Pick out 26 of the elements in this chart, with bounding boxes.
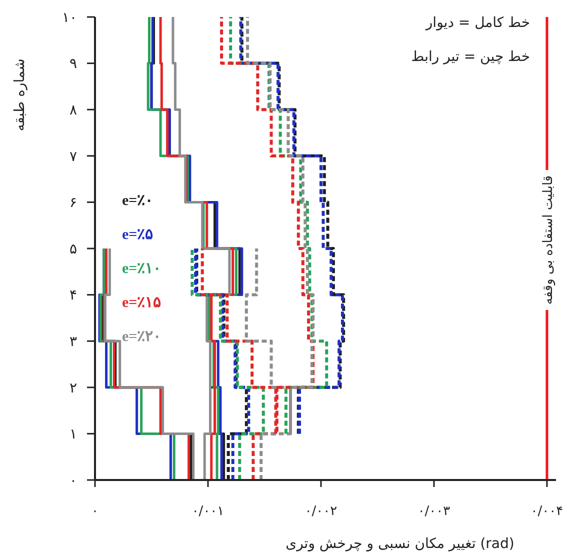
text: e=٪۵ (122, 227, 154, 243)
y-tick-label: ۵ (69, 241, 77, 258)
x-tick-label: ۰/۰۰۳ (418, 504, 450, 519)
y-tick-label: ۶ (69, 195, 77, 212)
y-tick-label: ۱ (69, 426, 77, 443)
y-axis-title: شماره طبقه (12, 58, 28, 132)
annotation: خط کامل = دیوار (424, 15, 530, 31)
x-tick-label: ۰/۰۰۲ (304, 504, 338, 519)
x-axis-title: تغییر مکان نسبی و چرخش وتری (rad) (286, 536, 514, 552)
text: e=٪۲۰ (122, 329, 162, 345)
text: e=٪۱۵ (122, 295, 162, 311)
x-tick-label: ۰/۰۰۴ (530, 504, 564, 519)
y-tick-label: ۱۰ (62, 10, 77, 26)
text: e=٪۱۰ (122, 261, 162, 277)
y-tick-label: ۳ (69, 334, 78, 350)
y-tick-label: ۰ (69, 472, 77, 489)
y-tick-label: ۴ (69, 288, 77, 304)
ref-line-label: قابلیت استفاده بی وقفه (540, 175, 556, 305)
text: e=٪۰ (122, 193, 154, 209)
y-tick-label: ۹ (69, 56, 77, 72)
annotation: خط چین = تیر رابط (411, 49, 530, 65)
y-tick-label: ۷ (69, 148, 78, 165)
y-tick-label: ۸ (69, 102, 78, 118)
x-tick-label: ۰/۰۰۱ (192, 504, 224, 519)
x-tick-label: ۰ (92, 504, 98, 519)
y-tick-label: ۲ (69, 380, 77, 396)
